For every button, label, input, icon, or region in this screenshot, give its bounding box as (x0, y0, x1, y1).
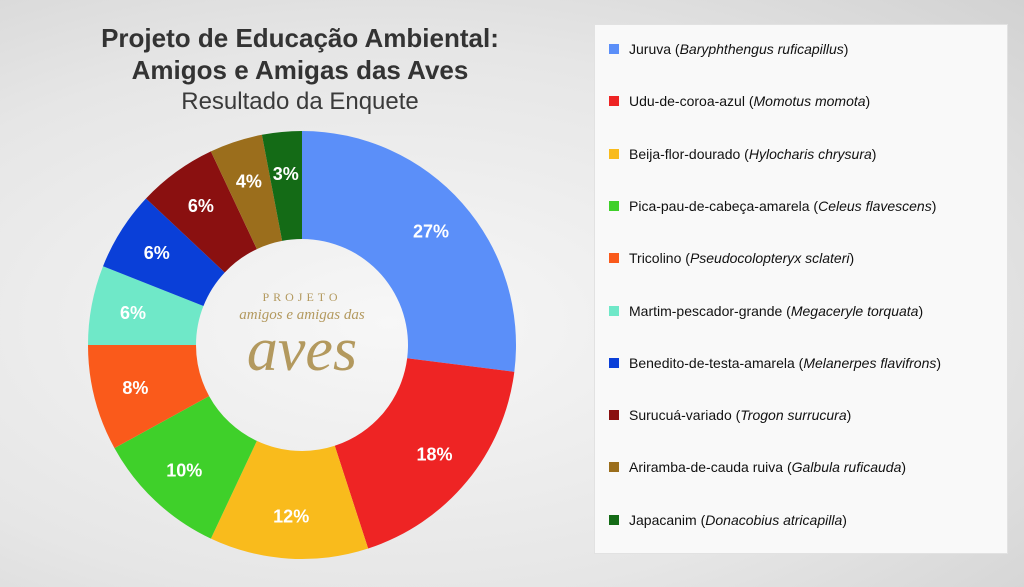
legend-common-name-2: Udu-de-coroa-azul ( (629, 93, 754, 110)
legend-swatch-8 (609, 410, 619, 421)
slice-2 (334, 358, 515, 549)
legend-swatch-3 (609, 148, 619, 159)
legend-swatch-2 (609, 96, 619, 107)
legend-scientific-name-10: Donacobius atricapilla (705, 511, 843, 528)
legend-common-name-10: Japacanim ( (629, 511, 706, 528)
legend-close-paren-5: ) (849, 250, 855, 267)
donut-chart: 27% 18% 12% 10% 8% 6% 6% 6% 4% 3% (88, 131, 516, 560)
slice-9 (210, 134, 283, 250)
slice-1 (302, 131, 516, 372)
legend-item-9: Ariramba-de-cauda ruiva (Galbula ruficau… (609, 459, 906, 475)
legend-item-7: Benedito-de-testa-amarela (Melanerpes fl… (609, 355, 941, 371)
legend-common-name-8: Surucuá-variado ( (629, 407, 741, 424)
legend-swatch-6 (609, 305, 619, 316)
legend-item-4: Pica-pau-de-cabeça-amarela (Celeus flave… (609, 198, 936, 214)
slice-label-8: 6% (188, 196, 214, 216)
legend-close-paren-1: ) (843, 41, 849, 57)
slice-label-10: 3% (273, 164, 299, 184)
project-logo: PROJETO amigos e amigas das aves (202, 290, 402, 384)
legend-common-name-3: Beija-flor-dourado ( (629, 145, 749, 162)
slice-label-9: 4% (236, 171, 262, 191)
legend-swatch-1 (609, 44, 619, 54)
legend-close-paren-4: ) (931, 197, 937, 214)
slice-7 (103, 198, 225, 306)
slice-label-2: 18% (417, 445, 453, 465)
slice-label-3: 12% (273, 507, 309, 527)
legend-item-2: Udu-de-coroa-azul (Momotus momota) (609, 93, 870, 109)
logo-top-text: PROJETO (262, 290, 342, 304)
slice-label-5: 8% (122, 378, 148, 398)
legend-item-1: Juruva (Baryphthengus ruficapillus) (609, 41, 848, 57)
legend-item-6: Martim-pescador-grande (Megaceryle torqu… (609, 303, 923, 319)
slice-label-4: 10% (166, 460, 202, 480)
legend-scientific-name-6: Megaceryle torquata (790, 302, 919, 319)
legend-common-name-7: Benedito-de-testa-amarela ( (629, 354, 804, 371)
legend-scientific-name-7: Melanerpes flavifrons (803, 354, 937, 371)
slice-3 (210, 440, 369, 560)
slice-label-7: 6% (144, 243, 170, 263)
chart-title-block: Projeto de Educação Ambiental: Amigos e … (60, 22, 540, 118)
slice-label-1: 27% (413, 221, 449, 241)
legend-item-10: Japacanim (Donacobius atricapilla) (609, 512, 847, 528)
chart-subtitle: Resultado da Enquete (181, 88, 419, 115)
legend-common-name-4: Pica-pau-de-cabeça-amarela ( (629, 197, 819, 214)
legend-swatch-7 (609, 357, 619, 368)
legend-item-3: Beija-flor-dourado (Hylocharis chrysura) (609, 146, 876, 162)
legend-swatch-9 (609, 462, 619, 473)
legend-swatch-5 (609, 253, 619, 264)
legend-scientific-name-9: Galbula ruficauda (791, 459, 902, 476)
legend-swatch-10 (609, 514, 619, 525)
slice-10 (261, 131, 302, 241)
slice-4 (114, 396, 257, 539)
slice-label-6: 6% (120, 303, 146, 323)
logo-big-text: aves (246, 316, 358, 384)
legend-common-name-1: Juruva ( (629, 41, 680, 57)
logo-middle-text: amigos e amigas das (239, 307, 365, 323)
chart-legend: Juruva (Baryphthengus ruficapillus) Udu-d… (594, 24, 1008, 554)
legend-scientific-name-8: Trogon surrucura (740, 407, 847, 424)
legend-swatch-4 (609, 200, 619, 211)
legend-close-paren-2: ) (865, 93, 871, 110)
legend-common-name-5: Tricolino ( (629, 250, 690, 267)
legend-scientific-name-3: Hylocharis chrysura (748, 145, 872, 162)
legend-close-paren-9: ) (901, 459, 907, 476)
legend-close-paren-3: ) (871, 145, 877, 162)
legend-close-paren-10: ) (842, 511, 847, 528)
legend-item-5: Tricolino (Pseudocolopteryx sclateri) (609, 250, 854, 266)
slice-8 (146, 151, 257, 273)
legend-scientific-name-2: Momotus momota (753, 93, 866, 110)
legend-close-paren-7: ) (936, 354, 942, 371)
legend-item-8: Surucuá-variado (Trogon surrucura) (609, 407, 851, 423)
legend-scientific-name-4: Celeus flavescens (818, 197, 932, 214)
legend-close-paren-8: ) (846, 407, 852, 424)
legend-close-paren-6: ) (918, 302, 924, 319)
chart-title-line-2: Amigos e Amigas das Aves (131, 55, 469, 85)
chart-title-line-1: Projeto de Educação Ambiental: (101, 23, 499, 53)
slice-6 (88, 266, 204, 345)
slice-5 (88, 345, 210, 449)
legend-common-name-9: Ariramba-de-cauda ruiva ( (629, 459, 792, 476)
legend-common-name-6: Martim-pescador-grande ( (629, 302, 791, 319)
legend-scientific-name-5: Pseudocolopteryx sclateri (689, 250, 850, 267)
legend-scientific-name-1: Baryphthengus ruficapillus (679, 41, 844, 57)
